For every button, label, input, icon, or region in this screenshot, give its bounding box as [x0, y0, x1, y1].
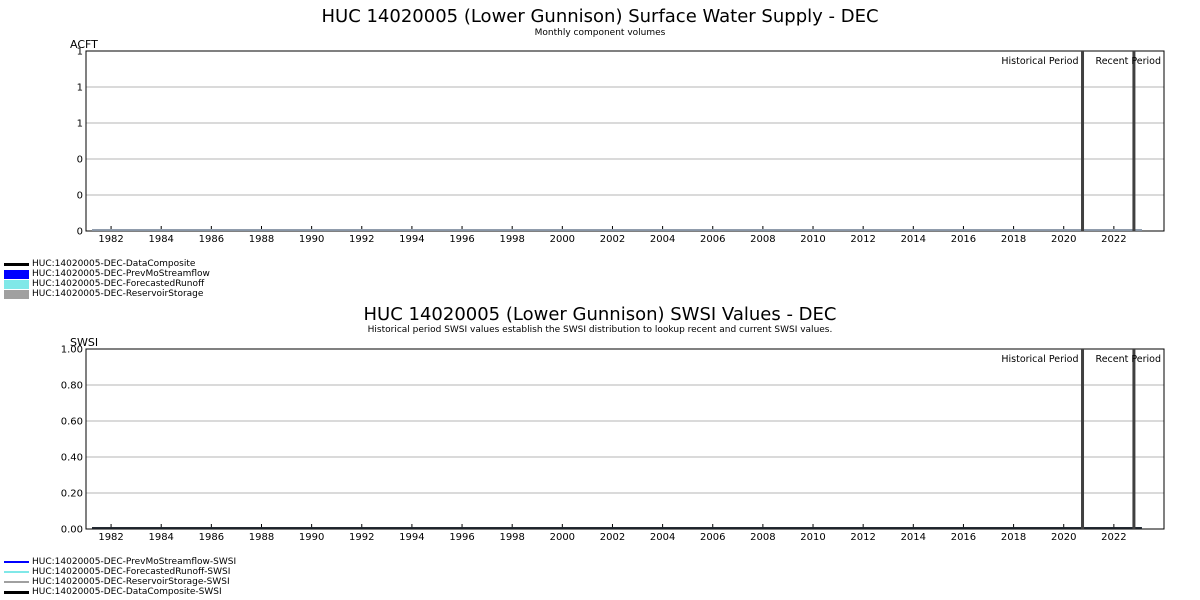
x-tick-label: 2022: [1101, 234, 1126, 245]
supply-chart: HUC 14020005 (Lower Gunnison) Surface Wa…: [70, 6, 1165, 245]
x-tick-label: 1984: [148, 532, 173, 543]
plot-area: 0 0 0 1 1 1 1982 1984 1986 1988 1990 1992 1994 1996 19…: [77, 47, 1165, 245]
x-tick-label: 1996: [449, 532, 474, 543]
x-tick-label: 2006: [700, 234, 725, 245]
legend-item: HUC:14020005-DEC-ReservoirStorage-SWSI: [4, 577, 236, 587]
legend-item: HUC:14020005-DEC-PrevMoStreamflow-SWSI: [4, 557, 236, 567]
x-tick-label: 1982: [98, 532, 123, 543]
x-tick-label: 1984: [148, 234, 173, 245]
legend-item: HUC:14020005-DEC-DataComposite-SWSI: [4, 587, 236, 597]
legend-item: HUC:14020005-DEC-ForecastedRunoff: [4, 279, 210, 289]
legend-swatch: [4, 590, 29, 594]
x-tick-label: 1982: [98, 234, 123, 245]
x-tick-label: 2000: [550, 532, 575, 543]
swsi-chart: HUC 14020005 (Lower Gunnison) SWSI Value…: [61, 304, 1165, 543]
chart-title: HUC 14020005 (Lower Gunnison) SWSI Value…: [364, 304, 837, 325]
x-tick-label: 1986: [199, 234, 224, 245]
x-tick-label: 2008: [750, 234, 775, 245]
chart-subtitle: Monthly component volumes: [535, 28, 666, 38]
x-tick-label: 2022: [1101, 532, 1126, 543]
x-tick-label: 1988: [249, 234, 274, 245]
legend: HUC:14020005-DEC-DataComposite HUC:14020…: [4, 259, 210, 299]
x-tick-label: 2002: [600, 532, 625, 543]
x-tick-label: 1994: [399, 532, 424, 543]
x-tick-label: 1994: [399, 234, 424, 245]
plot-area: 0.00 0.20 0.40 0.60 0.80 1.00 1982 1984 1986 1988…: [61, 345, 1165, 543]
legend-label: HUC:14020005-DEC-ForecastedRunoff-SWSI: [32, 567, 231, 577]
legend-swatch: [4, 581, 29, 583]
x-tick-label: 2004: [650, 234, 675, 245]
legend-swatch: [4, 279, 29, 289]
x-tick-label: 1988: [249, 532, 274, 543]
x-tick-label: 1992: [349, 234, 374, 245]
legend: HUC:14020005-DEC-PrevMoStreamflow-SWSI H…: [4, 557, 236, 597]
y-tick-label: 0.60: [61, 417, 83, 428]
x-tick-label: 2020: [1051, 532, 1076, 543]
x-tick-label: 2000: [550, 234, 575, 245]
x-tick-label: 1992: [349, 532, 374, 543]
y-tick-label: 0: [77, 191, 83, 202]
x-tick-label: 2010: [800, 532, 825, 543]
legend-label: HUC:14020005-DEC-ForecastedRunoff: [32, 279, 205, 289]
y-tick-label: 1: [77, 119, 83, 130]
x-tick-label: 2018: [1001, 532, 1026, 543]
y-tick-label: 0: [77, 155, 83, 166]
x-tick-label: 2016: [951, 234, 976, 245]
legend-swatch: [4, 561, 29, 563]
legend-swatch: [4, 571, 29, 573]
legend-label: HUC:14020005-DEC-DataComposite-SWSI: [32, 587, 222, 597]
legend-swatch: [4, 262, 29, 266]
y-tick-label: 0: [77, 227, 83, 238]
x-tick-label: 2004: [650, 532, 675, 543]
legend-swatch: [4, 289, 29, 299]
x-tick-label: 2008: [750, 532, 775, 543]
y-tick-label: 1: [77, 47, 83, 58]
chart-subtitle: Historical period SWSI values establish …: [368, 325, 833, 335]
x-tick-label: 2020: [1051, 234, 1076, 245]
x-tick-label: 2014: [901, 234, 926, 245]
legend-label: HUC:14020005-DEC-ReservoirStorage: [32, 289, 204, 299]
x-tick-label: 2018: [1001, 234, 1026, 245]
legend-label: HUC:14020005-DEC-DataComposite: [32, 259, 196, 269]
period-label: Recent Period: [1096, 354, 1161, 365]
plot-frame: [85, 348, 1165, 530]
legend-label: HUC:14020005-DEC-PrevMoStreamflow-SWSI: [32, 557, 237, 567]
x-tick-label: 1998: [499, 532, 524, 543]
legend-item: HUC:14020005-DEC-ForecastedRunoff-SWSI: [4, 567, 236, 577]
y-tick-label: 0.20: [61, 489, 83, 500]
x-tick-label: 2006: [700, 532, 725, 543]
legend-item: HUC:14020005-DEC-DataComposite: [4, 259, 210, 269]
x-tick-label: 2016: [951, 532, 976, 543]
legend-label: HUC:14020005-DEC-PrevMoStreamflow: [32, 269, 210, 279]
x-tick-label: 2014: [901, 532, 926, 543]
chart-title: HUC 14020005 (Lower Gunnison) Surface Wa…: [321, 6, 878, 27]
y-tick-label: 0.00: [61, 525, 83, 536]
y-tick-label: 1: [77, 83, 83, 94]
y-tick-label: 0.80: [61, 381, 83, 392]
x-tick-label: 1986: [199, 532, 224, 543]
x-tick-label: 2012: [850, 532, 875, 543]
legend-swatch: [4, 269, 29, 279]
x-tick-label: 2012: [850, 234, 875, 245]
x-tick-label: 2002: [600, 234, 625, 245]
period-label: Historical Period: [1001, 56, 1078, 67]
period-label: Historical Period: [1001, 354, 1078, 365]
legend-item: HUC:14020005-DEC-ReservoirStorage: [4, 289, 210, 299]
plot-frame: [85, 50, 1165, 232]
y-tick-label: 0.40: [61, 453, 83, 464]
x-tick-label: 2010: [800, 234, 825, 245]
y-axis-label: ACFT: [70, 38, 98, 51]
x-tick-label: 1990: [299, 234, 324, 245]
x-tick-label: 1990: [299, 532, 324, 543]
legend-label: HUC:14020005-DEC-ReservoirStorage-SWSI: [32, 577, 230, 587]
period-label: Recent Period: [1096, 56, 1161, 67]
legend-item: HUC:14020005-DEC-PrevMoStreamflow: [4, 269, 210, 279]
y-axis-label: SWSI: [70, 336, 98, 349]
y-tick-label: 1.00: [61, 345, 83, 356]
x-tick-label: 1998: [499, 234, 524, 245]
x-tick-label: 1996: [449, 234, 474, 245]
